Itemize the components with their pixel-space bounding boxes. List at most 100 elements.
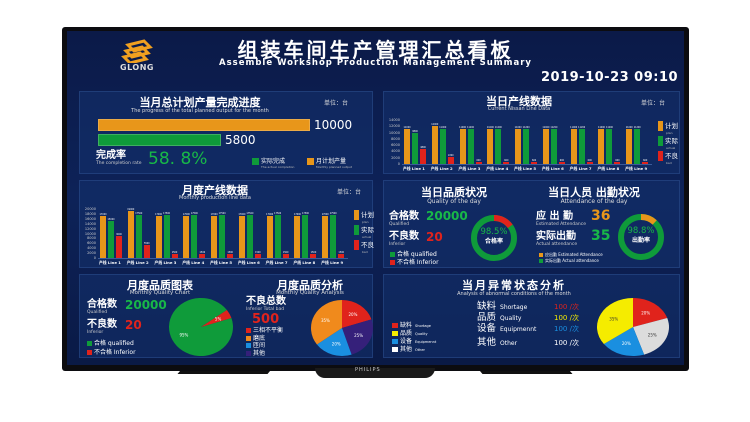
attendance-rate-donut [618,214,664,260]
bar-bad [199,254,206,258]
legend-item: 品质 Quality [392,330,436,338]
bar-actual [606,128,613,164]
actual-attendance: 35 [591,228,611,244]
y-tick-label: 14000 [388,118,400,122]
bar-plan [127,211,134,258]
bar-value-label: 17000 [238,213,246,217]
bar-value-label: 11200 [633,125,641,129]
legend-label: 三相不平衡 [253,327,284,334]
legend-label: 实际 [665,137,678,145]
daily-line-panel: 当日产线数据 Current Nissan Line Data 单位：台 140… [383,91,680,174]
x-tick-label: 产线 Line 8 [293,260,316,265]
bar-plan [515,129,522,164]
bar-value-label: 9800 [412,130,418,134]
bar-bad [531,162,538,164]
quality-rate: 98.5% [480,227,508,237]
bar-value-label: 11000 [486,126,494,130]
x-axis-line [402,164,652,165]
legend-swatch [392,347,398,352]
legend-plan: 计划 plan [354,209,374,224]
panel-title: 当月总计划产量完成进度 [139,96,261,109]
legend-en: Quality [415,332,428,336]
actual-progress-bar [98,134,221,146]
legend-swatch [392,323,398,328]
legend-label: 匝间 [253,342,266,349]
attendance-rate: 98.8% [627,226,655,236]
bar-value-label: 11200 [605,125,613,129]
bar-value-label: 17500 [163,212,171,216]
inferior-label: 不良数 Inferior [87,319,117,335]
bar-value-label: 1500 [199,251,206,255]
bar-value-label: 600 [587,159,592,163]
legend-actual: 实际出勤 Actual attendance [539,258,599,264]
bar-value-label: 17000 [293,213,301,217]
unit-label: 单位：台 [641,100,666,107]
legend-item: 匝间 [246,342,283,350]
pie-slice [633,318,669,355]
pie-slice [311,300,342,345]
bar-value-label: 11000 [439,126,447,130]
bar-bad [558,162,565,164]
legend-en: Other [415,348,425,352]
completion-rate-label: 完成率 The completion rate [96,150,142,166]
legend-swatch [246,328,251,333]
quality-analysis-legend: 三相不平衡 磨底 匝间 其他 [246,327,283,357]
x-tick-label: 产线 Line 4 [182,260,205,265]
bar-plan [570,129,577,164]
legend-cn: 缺料 [400,322,413,329]
bar-value-label: 600 [476,159,481,163]
bar-value-label: 11200 [578,125,586,129]
bar-value-label: 17500 [246,212,254,216]
bar-value-label: 11200 [522,125,530,129]
row-value: 100 /次 [554,339,579,347]
abnormal-panel: 当月异常状态分析 Analysis of abnormal conditions… [383,274,680,358]
bar-actual [330,215,337,258]
legend-sub: actual [666,146,676,150]
y-tick-label: 20000 [84,207,96,211]
pie-slice-label: 95% [179,332,188,337]
legend-swatch [354,240,359,250]
legend-cn: 品质 [400,330,413,337]
bar-plan [459,129,466,164]
qualified-count: 20000 [426,209,468,223]
bar-plan [294,216,301,258]
tv-foot-right [479,371,581,383]
legend-swatch [354,210,359,220]
bar-value-label: 15000 [107,218,115,222]
expected-attendance: 36 [591,208,611,224]
attendance-rate-label: 出勤率 [631,237,650,244]
pie-slice-label: 5% [215,317,222,322]
bar-plan [542,129,549,164]
x-tick-label: 产线 Line 1 [99,260,121,265]
inferior-label: 不良数 Inferior [389,231,419,247]
quality-rate-donut [471,215,517,261]
y-tick-label: 12000 [388,124,400,129]
panel-subtitle: The progress of the total planned output… [131,108,269,114]
tv-foot-left [169,371,271,383]
bar-value-label: 600 [615,159,620,163]
legend-label: 计划 [361,211,374,219]
attendance-subtitle: Attendance of the day [560,198,628,205]
y-tick-label: 10000 [388,130,400,135]
y-tick-label: 6000 [391,143,400,148]
bar-bad [338,254,345,258]
y-tick-label: 4000 [87,246,96,251]
bar-value-label: 11200 [467,125,475,129]
row-en: Quality [500,315,522,322]
abnormal-row: 其他 Other 100 /次 [477,337,579,349]
legend-cn: 设备 [400,338,413,345]
legend-inferior: 不合格 Inferior [87,347,136,356]
y-tick-label: 12000 [84,226,96,231]
legend-swatch [354,225,359,235]
bar-value-label: 17500 [329,212,337,216]
legend-bad: 不良 bad [354,239,374,254]
panel-subtitle: Monthly production line data [179,195,251,201]
legend-swatch [392,331,398,336]
bar-actual [634,128,641,164]
bar-value-label: 11000 [459,126,467,130]
y-tick-label: 2000 [87,251,96,256]
bar-plan [100,216,106,258]
row-cn: 缺料 [477,301,497,312]
bar-actual [135,215,142,258]
panel-subtitle: Current Nissan Line Data [487,106,551,112]
